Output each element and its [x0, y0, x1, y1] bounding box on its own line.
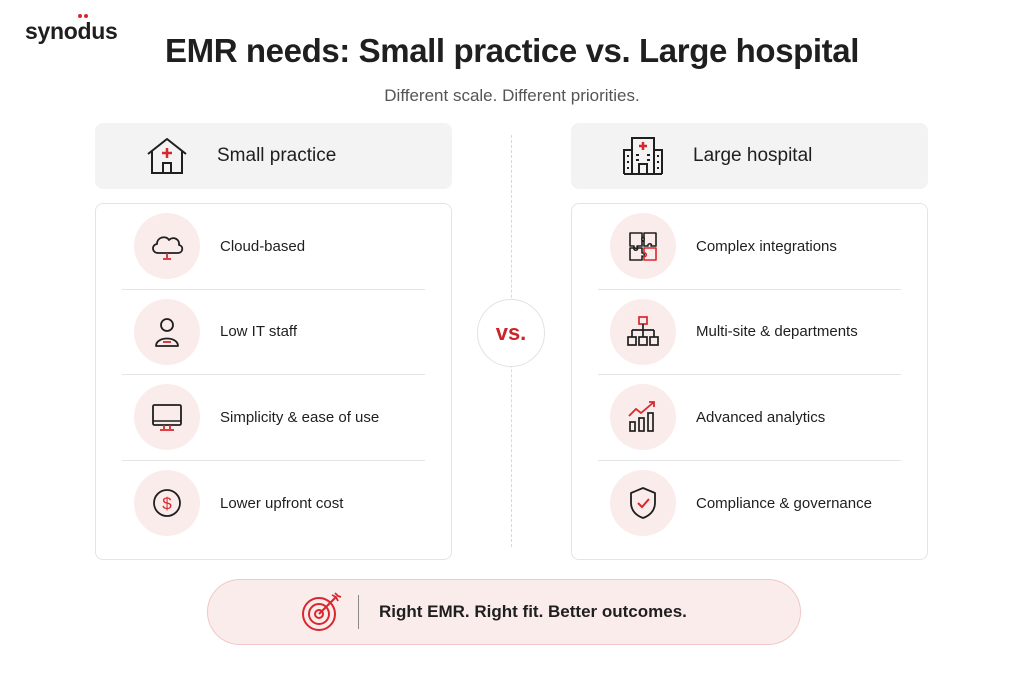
dollar-icon: $ [153, 489, 181, 518]
list-item: Compliance & governance [598, 461, 901, 547]
list-item: Cloud-based [122, 204, 425, 290]
item-label: Lower upfront cost [220, 494, 344, 512]
item-label: Low IT staff [220, 323, 297, 341]
vs-badge: vs. [477, 299, 545, 367]
large-hospital-header: Large hospital [571, 123, 928, 189]
house-medical-icon [147, 138, 187, 174]
item-label: Simplicity & ease of use [220, 408, 380, 426]
small-practice-header: Small practice [95, 123, 452, 189]
small-practice-list: Cloud-based Low IT staff Simplicity & ea… [95, 203, 452, 560]
target-icon [302, 592, 342, 631]
item-label: Cloud-based [220, 237, 306, 255]
puzzle-icon [629, 232, 657, 262]
brand-logo: synod us [25, 14, 118, 45]
svg-text:$: $ [162, 494, 172, 513]
small-practice-title: Small practice [217, 145, 337, 166]
large-hospital-list: Complex integrations Multi-site & depart… [571, 203, 928, 560]
page-subtitle: Different scale. Different priorities. [384, 86, 640, 105]
user-icon [155, 317, 179, 347]
cloud-icon [152, 236, 184, 261]
item-label: Compliance & governance [696, 494, 872, 512]
list-item: Multi-site & departments [598, 290, 901, 375]
list-item: Advanced analytics [598, 375, 901, 461]
page-title: EMR needs: Small practice vs. Large hosp… [165, 32, 859, 69]
list-item: Low IT staff [122, 290, 425, 375]
footer-text: Right EMR. Right fit. Better outcomes. [379, 602, 687, 621]
list-item: $ Lower upfront cost [122, 461, 425, 547]
item-label: Advanced analytics [696, 408, 826, 426]
hospital-building-icon [623, 137, 663, 175]
analytics-chart-icon [628, 401, 655, 433]
monitor-icon [152, 404, 182, 432]
item-label: Complex integrations [696, 237, 837, 255]
footer-banner: Right EMR. Right fit. Better outcomes. [207, 579, 801, 645]
large-hospital-title: Large hospital [693, 145, 813, 166]
item-label: Multi-site & departments [696, 323, 858, 341]
shield-check-icon [630, 487, 656, 520]
org-chart-icon [627, 315, 659, 346]
banner-separator [358, 595, 359, 629]
list-item: Complex integrations [598, 204, 901, 290]
list-item: Simplicity & ease of use [122, 375, 425, 461]
